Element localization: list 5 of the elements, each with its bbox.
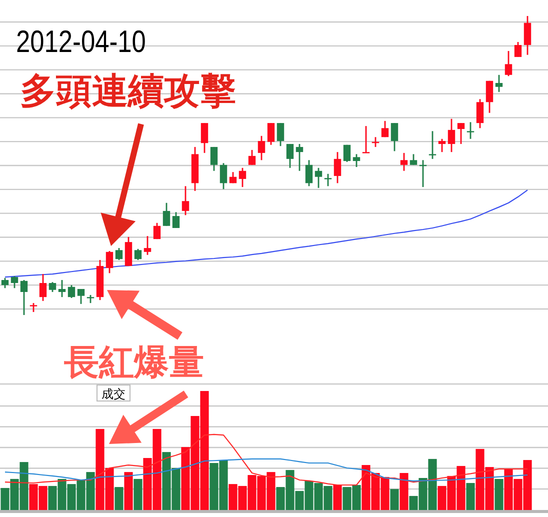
- title: 成交: [96, 384, 130, 402]
- chart-title: 成交: [102, 387, 126, 401]
- annotation: 2012-04-10: [16, 24, 146, 60]
- annotation: 多頭連續攻擊: [20, 70, 236, 111]
- text: 長紅爆量: [63, 343, 204, 382]
